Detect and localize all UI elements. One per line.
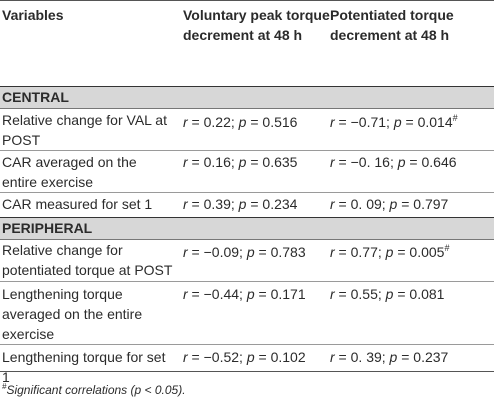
variable-cell: CAR averaged on the entire exercise [2,154,137,190]
potentiated-cell: r = −0.71; p = 0.014# [330,113,458,131]
row-separator [0,150,494,151]
variable-cell: CAR measured for set 1 [2,196,153,212]
table-bottom-rule [0,371,494,372]
footnote-text: Significant correlations (p < 0.05). [6,383,186,397]
row-separator [0,192,494,193]
variable-cell: Relative change for VAL at POST [2,112,167,148]
potentiated-cell: r = 0. 09; p = 0.797 [330,196,449,212]
significance-mark: # [444,243,450,253]
significance-mark: # [452,113,458,123]
variable-cell: Relative change for potentiated torque a… [2,242,173,278]
header-potentiated: Potentiated torque decrement at 48 h [330,7,454,43]
voluntary-cell: r = 0.16; p = 0.635 [183,154,298,170]
potentiated-cell: r = 0.55; p = 0.081 [330,286,445,302]
potentiated-cell: r = 0.77; p = 0.005# [330,243,450,261]
header-variables: Variables [2,7,64,23]
potentiated-cell: r = 0. 39; p = 0.237 [330,349,449,365]
table-footnote: #Significant correlations (p < 0.05). [2,382,186,398]
footnote-mark: # [2,382,7,391]
voluntary-cell: r = −0.52; p = 0.102 [183,349,306,365]
row-separator [0,281,494,282]
voluntary-cell: r = 0.39; p = 0.234 [183,196,298,212]
section-title: PERIPHERAL [2,220,93,236]
table-top-rule [0,0,494,1]
table-header-row: Variables Voluntary peak torque decremen… [0,5,494,65]
row-separator [0,344,494,345]
potentiated-cell: r = −0. 16; p = 0.646 [330,154,457,170]
voluntary-cell: r = 0.22; p = 0.516 [183,114,298,130]
section-central: CENTRAL [0,86,494,109]
section-title: CENTRAL [2,89,69,105]
variable-cell: Lengthening torque for set 1 [2,349,166,385]
header-voluntary: Voluntary peak torque decrement at 48 h [183,7,330,43]
voluntary-cell: r = −0.09; p = 0.783 [183,244,306,260]
variable-cell: Lengthening torque averaged on the entir… [2,286,143,342]
voluntary-cell: r = −0.44; p = 0.171 [183,286,306,302]
section-peripheral: PERIPHERAL [0,217,494,240]
